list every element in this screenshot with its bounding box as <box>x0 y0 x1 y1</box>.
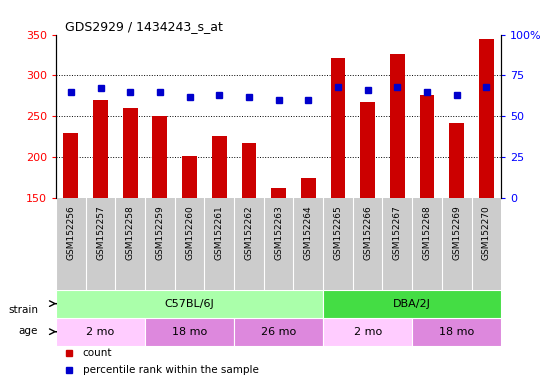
Bar <box>182 156 197 198</box>
Bar <box>123 108 138 198</box>
Text: strain: strain <box>8 305 38 315</box>
Text: GSM152267: GSM152267 <box>393 205 402 260</box>
Text: C57BL/6J: C57BL/6J <box>165 299 214 309</box>
Bar <box>145 318 234 346</box>
Text: GSM152262: GSM152262 <box>244 205 254 260</box>
Bar <box>390 54 405 198</box>
Text: 18 mo: 18 mo <box>439 327 474 337</box>
Text: GSM152257: GSM152257 <box>96 205 105 260</box>
Text: count: count <box>83 348 112 358</box>
Bar <box>241 143 256 198</box>
Bar <box>56 318 145 346</box>
Bar <box>419 95 435 198</box>
Text: GSM152263: GSM152263 <box>274 205 283 260</box>
Bar <box>271 188 286 198</box>
Bar <box>412 318 501 346</box>
Bar <box>360 102 375 198</box>
Bar <box>63 133 78 198</box>
Text: GSM152258: GSM152258 <box>125 205 135 260</box>
Bar <box>212 136 227 198</box>
Bar <box>152 116 167 198</box>
Text: 2 mo: 2 mo <box>86 327 115 337</box>
Text: age: age <box>18 326 38 336</box>
Bar <box>56 290 323 318</box>
Bar <box>479 40 494 198</box>
Text: GDS2929 / 1434243_s_at: GDS2929 / 1434243_s_at <box>65 20 223 33</box>
Bar <box>449 123 464 198</box>
Text: DBA/2J: DBA/2J <box>393 299 431 309</box>
Text: GSM152265: GSM152265 <box>333 205 343 260</box>
Bar <box>330 58 346 198</box>
Text: 26 mo: 26 mo <box>261 327 296 337</box>
Bar <box>323 290 501 318</box>
Text: GSM152264: GSM152264 <box>304 205 313 260</box>
Text: 2 mo: 2 mo <box>353 327 382 337</box>
Text: GSM152256: GSM152256 <box>66 205 76 260</box>
Text: 18 mo: 18 mo <box>172 327 207 337</box>
Text: GSM152270: GSM152270 <box>482 205 491 260</box>
Text: GSM152261: GSM152261 <box>214 205 224 260</box>
Text: percentile rank within the sample: percentile rank within the sample <box>83 365 259 375</box>
Text: GSM152259: GSM152259 <box>155 205 165 260</box>
Bar <box>234 318 323 346</box>
Text: GSM152268: GSM152268 <box>422 205 432 260</box>
Text: GSM152266: GSM152266 <box>363 205 372 260</box>
Text: GSM152269: GSM152269 <box>452 205 461 260</box>
Bar <box>93 100 108 198</box>
Text: GSM152260: GSM152260 <box>185 205 194 260</box>
Bar <box>323 318 412 346</box>
Bar <box>301 178 316 198</box>
